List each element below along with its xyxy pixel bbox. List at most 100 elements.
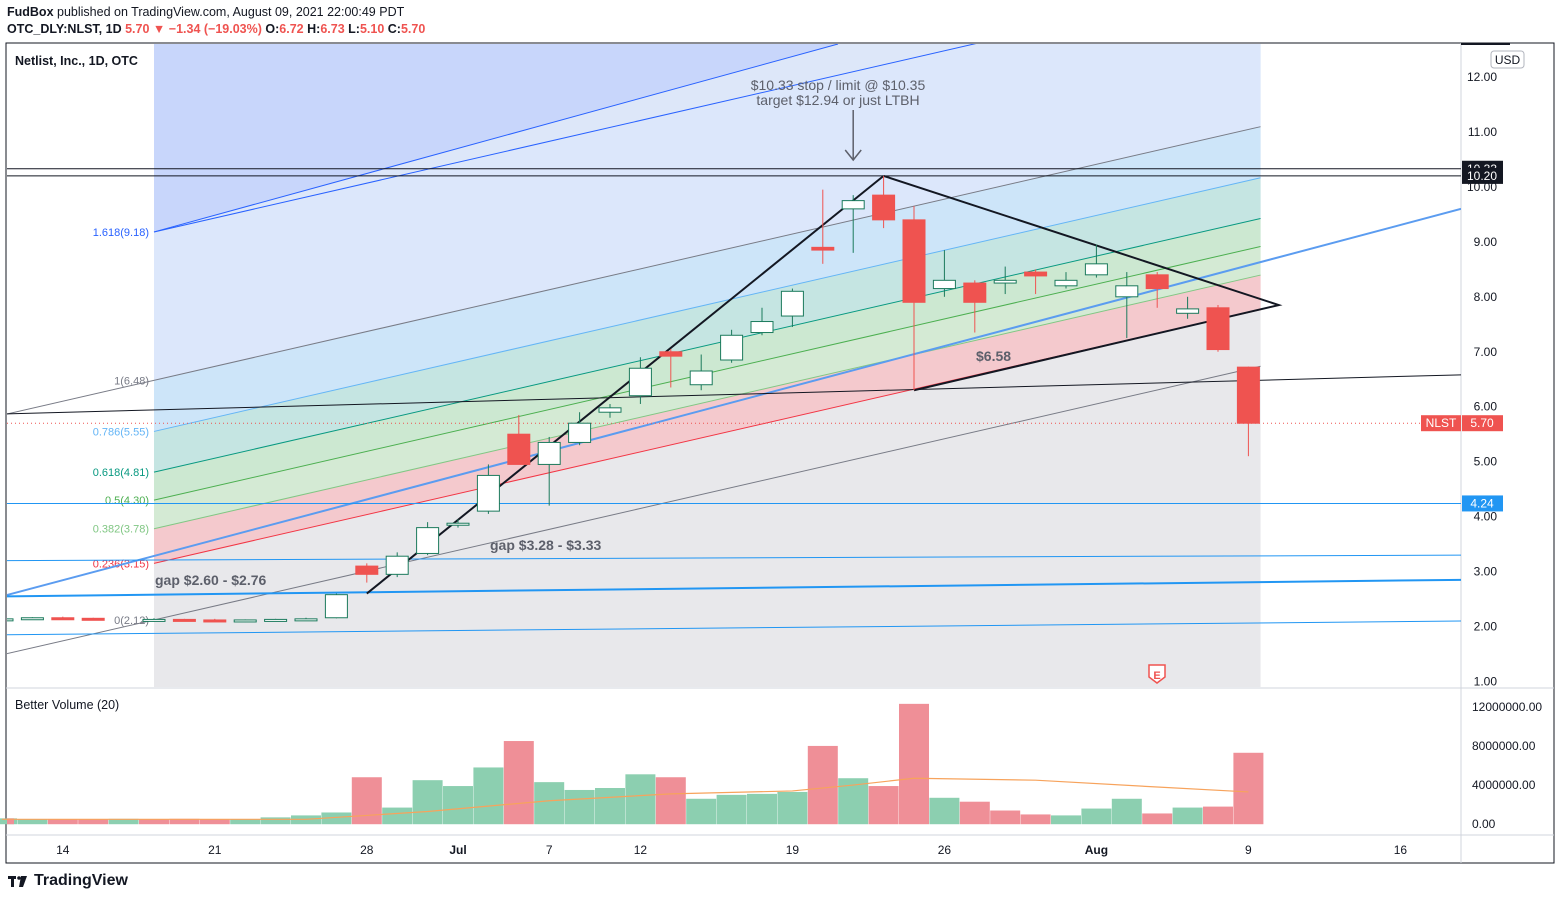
volume-bar[interactable]: [382, 807, 413, 825]
volume-pane[interactable]: [0, 703, 1264, 825]
volume-bar[interactable]: [959, 801, 990, 825]
volume-bar[interactable]: [260, 817, 291, 825]
volume-bar[interactable]: [351, 777, 382, 825]
volume-bar[interactable]: [1203, 806, 1233, 825]
candle[interactable]: [963, 282, 987, 303]
volume-bar[interactable]: [625, 774, 656, 825]
earnings-marker[interactable]: E: [1148, 664, 1166, 684]
volume-bar[interactable]: [17, 819, 48, 825]
candle[interactable]: [1176, 308, 1200, 314]
volume-bar[interactable]: [716, 794, 747, 825]
candle[interactable]: [203, 619, 227, 623]
fib-label: 0.786(5.55): [93, 426, 149, 438]
candle[interactable]: [1145, 274, 1169, 290]
earnings-icon[interactable]: [1148, 664, 1166, 684]
candle[interactable]: [264, 618, 288, 622]
volume-bar[interactable]: [1142, 813, 1173, 825]
volume-bar[interactable]: [321, 812, 352, 825]
volume-bar[interactable]: [686, 798, 717, 825]
candle[interactable]: [932, 279, 956, 290]
volume-bar[interactable]: [564, 789, 595, 825]
candle[interactable]: [446, 522, 470, 526]
volume-bar[interactable]: [534, 782, 565, 825]
volume-tick-label: 0.00: [1472, 817, 1496, 831]
candle[interactable]: [780, 290, 804, 317]
candle[interactable]: [993, 279, 1017, 284]
candle[interactable]: [416, 527, 440, 554]
volume-bar[interactable]: [47, 819, 78, 825]
volume-bar[interactable]: [1020, 814, 1051, 825]
candle[interactable]: [1236, 366, 1260, 424]
candle[interactable]: [20, 617, 44, 621]
candle[interactable]: [385, 555, 409, 575]
volume-bar[interactable]: [929, 797, 960, 825]
candle[interactable]: [568, 422, 592, 443]
gap-annotation-1: gap $2.60 - $2.76: [155, 572, 267, 588]
volume-bar[interactable]: [655, 777, 686, 825]
candle[interactable]: [872, 194, 896, 221]
candle[interactable]: [172, 618, 196, 622]
candle[interactable]: [355, 565, 379, 575]
volume-bar[interactable]: [899, 703, 929, 825]
candle[interactable]: [1206, 307, 1230, 351]
time-tick-label: 12: [634, 843, 648, 857]
candle[interactable]: [841, 200, 865, 210]
volume-bar[interactable]: [990, 810, 1021, 825]
candle[interactable]: [324, 594, 348, 619]
volume-bar[interactable]: [473, 767, 504, 825]
volume-bar[interactable]: [1051, 815, 1081, 825]
volume-bar[interactable]: [7, 818, 14, 825]
candle[interactable]: [1024, 271, 1048, 277]
volume-bar[interactable]: [503, 741, 534, 825]
candle[interactable]: [294, 618, 318, 622]
volume-bar[interactable]: [139, 819, 169, 825]
open-value: 6.72: [279, 22, 304, 36]
volume-bar[interactable]: [747, 793, 777, 825]
candle[interactable]: [1054, 279, 1078, 287]
candle[interactable]: [902, 219, 926, 303]
footer-brand[interactable]: TradingView: [8, 872, 128, 890]
main-pane[interactable]: 0(2.12)0.236(3.15)0.382(3.78)0.5(4.30)0.…: [0, 0, 1461, 687]
currency-box[interactable]: [1490, 50, 1525, 69]
volume-bar[interactable]: [108, 818, 139, 825]
candle[interactable]: [628, 367, 652, 397]
candle[interactable]: [598, 407, 622, 413]
candle[interactable]: [689, 370, 713, 386]
candle[interactable]: [1115, 285, 1139, 298]
gap-annotation-2: gap $3.28 - $3.33: [490, 537, 602, 553]
publish-date: published on TradingView.com, August 09,…: [53, 5, 405, 19]
volume-bar[interactable]: [1111, 798, 1142, 825]
price-chart[interactable]: 0(2.12)0.236(3.15)0.382(3.78)0.5(4.30)0.…: [0, 0, 1561, 868]
price-badge-label: 10.20: [1467, 169, 1497, 183]
author-name[interactable]: FudBox: [7, 5, 54, 19]
candle[interactable]: [507, 433, 531, 465]
volume-bar[interactable]: [1081, 808, 1112, 825]
candle[interactable]: [1084, 263, 1108, 276]
volume-bar[interactable]: [807, 745, 838, 825]
volume-bar[interactable]: [777, 791, 808, 825]
volume-bar[interactable]: [595, 788, 625, 825]
axes: 1.002.003.004.005.006.007.008.009.0010.0…: [56, 43, 1542, 857]
candle[interactable]: [750, 321, 774, 334]
gap-line-2: [7, 554, 1461, 562]
volume-bar[interactable]: [1172, 807, 1203, 825]
candle[interactable]: [81, 617, 105, 621]
candle[interactable]: [142, 618, 166, 622]
candle[interactable]: [51, 617, 75, 621]
volume-bar[interactable]: [412, 780, 443, 825]
candle[interactable]: [0, 618, 14, 622]
candle[interactable]: [720, 334, 744, 361]
candle[interactable]: [476, 474, 500, 512]
volume-bar[interactable]: [78, 819, 109, 825]
volume-bar[interactable]: [169, 818, 200, 825]
symbol-label[interactable]: OTC_DLY:NLST, 1D: [7, 22, 122, 36]
volume-bar[interactable]: [199, 819, 230, 825]
candle[interactable]: [537, 441, 561, 465]
volume-bar[interactable]: [443, 786, 473, 825]
candle[interactable]: [811, 246, 835, 251]
candle[interactable]: [233, 619, 257, 623]
volume-bar[interactable]: [1233, 752, 1264, 825]
volume-bar[interactable]: [868, 786, 899, 825]
candle[interactable]: [659, 351, 683, 357]
volume-bar[interactable]: [230, 819, 261, 825]
